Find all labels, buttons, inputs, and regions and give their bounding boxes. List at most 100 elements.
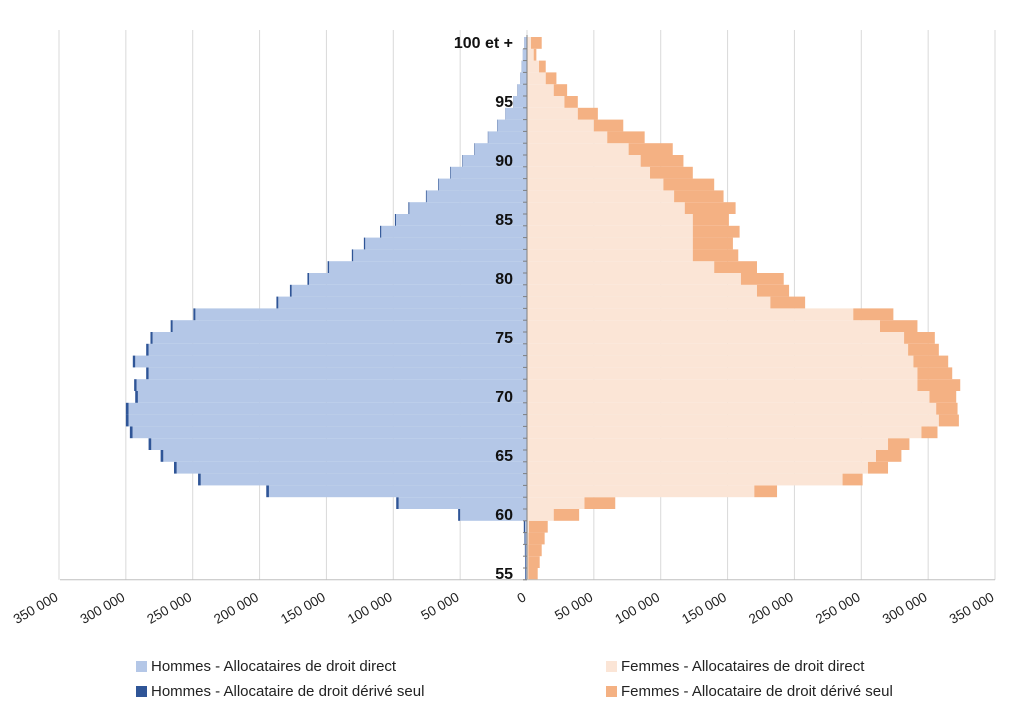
bar-femmes-derive <box>531 37 542 49</box>
bar-femmes-derive <box>921 426 938 439</box>
bar-femmes-direct <box>527 48 534 61</box>
bar-femmes-direct <box>527 450 876 462</box>
bar-hommes-derive <box>327 261 330 273</box>
bar-femmes-derive <box>564 96 578 108</box>
bar-femmes-derive <box>754 485 778 498</box>
bar-hommes-derive <box>351 249 354 262</box>
y-tick-label: 80 <box>495 271 513 288</box>
bar-hommes-derive <box>129 426 133 439</box>
bar-femmes-derive <box>770 296 806 309</box>
bar-femmes-direct <box>527 296 771 309</box>
legend-item-hommes-derive: Hommes - Allocataire de droit dérivé seu… <box>136 683 424 700</box>
bar-femmes-derive <box>640 155 684 167</box>
bar-hommes-derive <box>307 273 310 285</box>
bar-femmes-derive <box>539 60 546 73</box>
bar-femmes-direct <box>527 426 922 439</box>
bar-femmes-derive <box>756 284 790 297</box>
legend-label: Femmes - Allocataire de droit dérivé seu… <box>621 683 893 700</box>
legend-swatch <box>136 661 147 672</box>
bar-femmes-derive <box>545 72 557 85</box>
bar-femmes-derive <box>650 166 693 179</box>
bar-hommes-direct <box>520 72 527 85</box>
bar-femmes-derive <box>888 438 910 450</box>
bar-hommes-direct <box>291 284 527 297</box>
bar-femmes-derive <box>528 544 542 557</box>
bar-hommes-derive <box>134 379 137 391</box>
bar-femmes-derive <box>908 343 939 356</box>
y-tick-label: 55 <box>495 566 513 583</box>
bar-femmes-direct <box>527 143 629 155</box>
legend-label: Femmes - Allocataires de droit direct <box>621 658 865 675</box>
bar-femmes-derive <box>692 237 733 250</box>
bar-hommes-direct <box>426 190 527 203</box>
bar-hommes-direct <box>522 48 527 61</box>
bar-femmes-direct <box>527 320 881 332</box>
bar-femmes-direct <box>527 84 554 96</box>
bar-hommes-derive <box>474 143 475 155</box>
y-tick-label: 60 <box>495 507 513 524</box>
bar-hommes-derive <box>193 308 196 321</box>
bar-femmes-direct <box>527 225 693 238</box>
bar-femmes-direct <box>527 96 565 108</box>
bar-hommes-derive <box>146 367 149 380</box>
bar-femmes-direct <box>527 367 918 380</box>
bar-femmes-derive <box>692 249 739 262</box>
bar-hommes-direct <box>521 60 527 73</box>
bar-hommes-direct <box>365 237 527 250</box>
bar-hommes-direct <box>163 450 527 462</box>
bar-femmes-direct <box>527 237 693 250</box>
y-tick-label: 95 <box>495 94 513 111</box>
bar-hommes-derive <box>380 225 382 238</box>
y-tick-label: 65 <box>495 448 513 465</box>
bar-femmes-direct <box>527 190 675 203</box>
x-tick-label: 50 000 <box>552 589 595 623</box>
bar-hommes-direct <box>517 84 527 96</box>
bar-femmes-direct <box>527 308 854 321</box>
bar-hommes-derive <box>438 178 439 191</box>
bar-femmes-direct <box>527 202 685 214</box>
bar-hommes-direct <box>497 119 527 132</box>
bar-femmes-direct <box>527 155 641 167</box>
bar-hommes-direct <box>278 296 527 309</box>
bar-hommes-direct <box>329 261 527 273</box>
bar-hommes-direct <box>525 532 527 545</box>
bar-femmes-direct <box>527 72 546 85</box>
bar-femmes-direct <box>527 485 755 498</box>
x-tick-label: 300 000 <box>880 589 930 626</box>
bar-femmes-derive <box>528 532 545 545</box>
x-tick-label: 350 000 <box>947 589 997 626</box>
bar-femmes-direct <box>527 532 529 545</box>
y-tick-label: 100 et + <box>454 35 513 52</box>
bar-hommes-direct <box>524 37 527 49</box>
bar-femmes-direct <box>527 355 914 368</box>
bar-femmes-direct <box>527 402 937 415</box>
bar-femmes-direct <box>527 379 918 391</box>
x-tick-label: 250 000 <box>813 589 863 626</box>
bar-hommes-direct <box>450 166 527 179</box>
bar-hommes-derive <box>524 544 526 557</box>
bar-femmes-direct <box>527 284 757 297</box>
bar-hommes-direct <box>200 473 528 486</box>
bar-hommes-direct <box>137 391 528 403</box>
y-tick-label: 70 <box>495 389 513 406</box>
bar-hommes-derive <box>266 485 269 498</box>
bar-femmes-derive <box>584 497 616 509</box>
bar-femmes-derive <box>880 320 918 332</box>
bar-hommes-direct <box>195 308 528 321</box>
bar-hommes-direct <box>136 379 527 391</box>
bar-femmes-derive <box>528 556 540 568</box>
bar-hommes-derive <box>125 414 129 427</box>
bar-femmes-direct <box>527 60 540 73</box>
bar-femmes-direct <box>527 214 693 226</box>
bar-femmes-direct <box>527 391 930 403</box>
bar-hommes-direct <box>513 96 527 108</box>
bar-femmes-derive <box>913 355 949 368</box>
bar-hommes-direct <box>398 497 527 509</box>
x-tick-label: 300 000 <box>78 589 128 626</box>
bar-hommes-direct <box>474 143 527 155</box>
x-tick-label: 100 000 <box>612 589 662 626</box>
bar-hommes-direct <box>128 402 527 415</box>
bar-hommes-derive <box>425 190 427 203</box>
bar-femmes-direct <box>527 178 664 191</box>
bar-femmes-direct <box>527 556 529 568</box>
